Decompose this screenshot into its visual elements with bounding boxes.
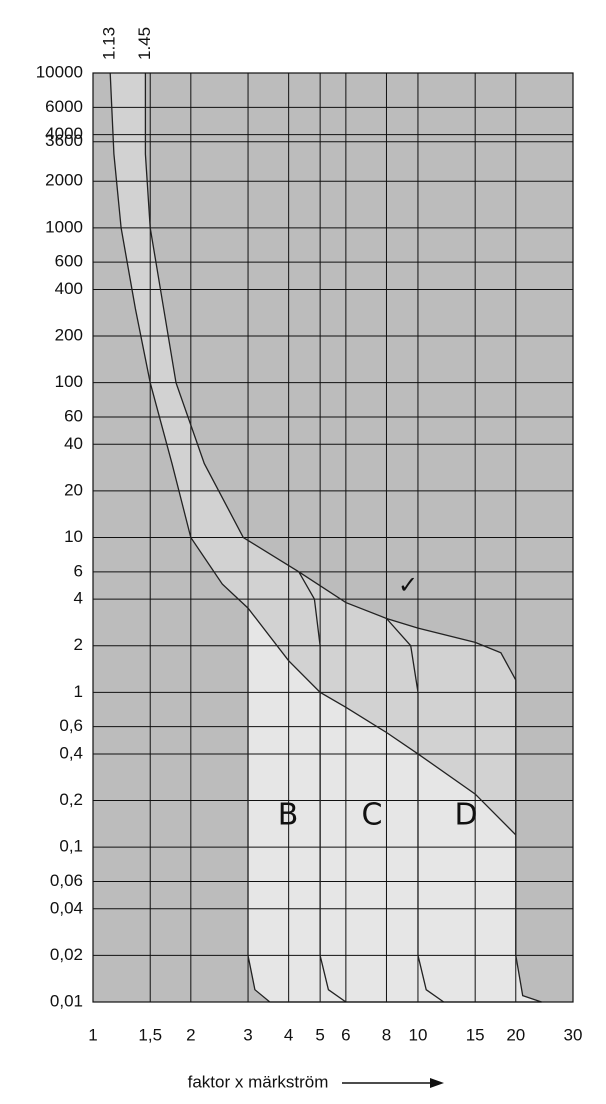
y-tick-label: 400 <box>55 279 83 298</box>
y-tick-label: 0,01 <box>50 991 83 1010</box>
x-tick-label: 20 <box>506 1025 525 1044</box>
y-tick-label: 0,6 <box>59 716 83 735</box>
axis-arrow-head <box>430 1078 444 1088</box>
annotation: C <box>362 798 383 833</box>
y-tick-label: 6000 <box>45 97 83 116</box>
x-tick-label: 2 <box>186 1025 195 1044</box>
x-tick-label: 8 <box>382 1025 391 1044</box>
x-tick-label: 5 <box>315 1025 324 1044</box>
x-tick-label: 30 <box>564 1025 583 1044</box>
annotation: D <box>454 798 477 833</box>
y-tick-label: 40 <box>64 434 83 453</box>
y-tick-label: 60 <box>64 407 83 426</box>
y-tick-label: 0,02 <box>50 945 83 964</box>
y-tick-label: 100 <box>55 372 83 391</box>
curve <box>298 571 347 1003</box>
y-tick-label: 0,1 <box>59 837 83 856</box>
x-axis-label: faktor x märkström <box>188 1072 329 1091</box>
y-tick-label: 4 <box>74 589 83 608</box>
x-tick-label: 3 <box>243 1025 252 1044</box>
y-tick-label: 10000 <box>36 62 83 81</box>
y-tick-label: 1000 <box>45 217 83 236</box>
zone-fill <box>248 608 542 1002</box>
x-tick-label: 1,5 <box>138 1025 162 1044</box>
y-tick-label: 10 <box>64 527 83 546</box>
top-tick-label: 1.13 <box>100 27 119 60</box>
y-tick-label: 4000 <box>45 124 83 143</box>
plot-border <box>92 72 574 1003</box>
curve <box>109 72 517 836</box>
y-tick-label: 20 <box>64 480 83 499</box>
x-tick-label: 15 <box>466 1025 485 1044</box>
y-tick-label: 0,06 <box>50 871 83 890</box>
y-tick-label: 6 <box>74 561 83 580</box>
x-tick-label: 4 <box>284 1025 293 1044</box>
y-tick-label: 2 <box>74 635 83 654</box>
annotation: B <box>278 798 299 833</box>
top-tick-label: 1.45 <box>135 27 154 60</box>
y-tick-label: 600 <box>55 252 83 271</box>
curve <box>386 618 445 1003</box>
x-tick-label: 6 <box>341 1025 350 1044</box>
curve <box>515 847 542 1003</box>
y-tick-label: 200 <box>55 326 83 345</box>
y-tick-label: 0,2 <box>59 790 83 809</box>
y-tick-label: 1 <box>74 682 83 701</box>
annotation: ✓ <box>398 571 418 599</box>
band-fill <box>110 73 516 848</box>
x-tick-label: 1 <box>88 1025 97 1044</box>
y-tick-label: 0,4 <box>59 743 83 762</box>
y-tick-label: 2000 <box>45 171 83 190</box>
y-tick-label: 0,04 <box>50 898 83 917</box>
x-tick-label: 10 <box>408 1025 427 1044</box>
y-tick-label: 3600 <box>45 131 83 150</box>
